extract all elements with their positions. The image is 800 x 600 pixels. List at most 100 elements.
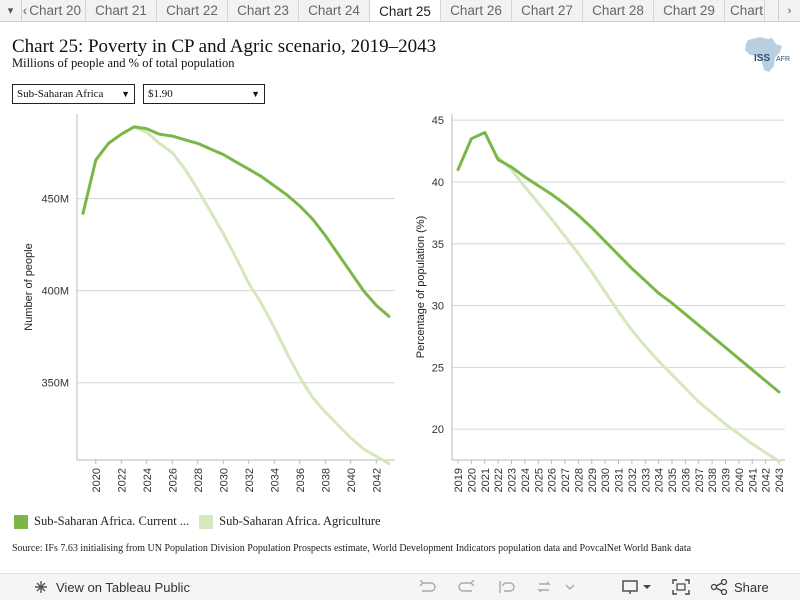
svg-text:AFR: AFR bbox=[776, 56, 790, 63]
tab-chart-20[interactable]: ‹ Chart 20 bbox=[22, 0, 86, 21]
download-button[interactable] bbox=[622, 579, 652, 595]
tab-chart-27[interactable]: Chart 27 bbox=[512, 0, 583, 21]
tab-chart-22[interactable]: Chart 22 bbox=[157, 0, 228, 21]
tab-chart-25[interactable]: Chart 25 bbox=[370, 0, 441, 21]
view-on-tableau-label: View on Tableau Public bbox=[56, 579, 190, 595]
tab-list: ‹ Chart 20 Chart 21 Chart 22 Chart 23 Chart … bbox=[22, 0, 778, 21]
y-tick-label: 45 bbox=[432, 115, 444, 127]
tab-label: Chart 29 bbox=[663, 3, 715, 18]
series-line-current bbox=[81, 125, 391, 318]
threshold-filter-select[interactable]: $1.90 ▼ bbox=[143, 84, 265, 104]
x-tick-label: 2023 bbox=[507, 468, 519, 492]
tableau-toolbar: View on Tableau Public Share bbox=[0, 573, 800, 600]
x-tick-label: 2026 bbox=[167, 468, 179, 492]
legend-label-agriculture: Sub-Saharan Africa. Agriculture bbox=[219, 514, 381, 528]
svg-text:ISS: ISS bbox=[754, 53, 770, 64]
tab-scroll-right[interactable]: › bbox=[778, 0, 800, 21]
x-tick-label: 2022 bbox=[116, 468, 128, 492]
x-tick-label: 2021 bbox=[480, 468, 492, 492]
fullscreen-button[interactable] bbox=[672, 579, 690, 595]
tab-chart-30[interactable]: Chart 30 bbox=[725, 0, 765, 21]
y-axis-label: Percentage of population (%) bbox=[415, 216, 427, 358]
y-tick-label: 30 bbox=[432, 301, 444, 313]
tab-label: Chart 30 bbox=[730, 3, 764, 18]
x-tick-label: 2034 bbox=[269, 468, 281, 492]
tab-label: Chart 28 bbox=[592, 3, 644, 18]
region-filter-select[interactable]: Sub-Saharan Africa ▼ bbox=[12, 84, 135, 104]
x-tick-label: 2033 bbox=[640, 468, 652, 492]
dropdown-caret-icon: ▼ bbox=[251, 89, 260, 99]
tab-chart-28[interactable]: Chart 28 bbox=[583, 0, 654, 21]
redo-icon bbox=[458, 580, 475, 592]
x-tick-label: 2042 bbox=[761, 468, 773, 492]
x-tick-label: 2035 bbox=[667, 468, 679, 492]
source-note: Source: IFs 7.63 initialising from UN Po… bbox=[12, 543, 692, 554]
y-tick-label: 25 bbox=[432, 362, 444, 374]
tab-label: Chart 26 bbox=[450, 3, 502, 18]
legend-item-current[interactable]: Sub-Saharan Africa. Current ... bbox=[14, 514, 189, 529]
tableau-icon bbox=[35, 581, 47, 593]
threshold-filter-value: $1.90 bbox=[148, 88, 173, 100]
redo-button[interactable] bbox=[458, 580, 476, 594]
view-on-tableau-link[interactable]: View on Tableau Public bbox=[34, 580, 190, 595]
tab-chart-29[interactable]: Chart 29 bbox=[654, 0, 725, 21]
legend-swatch-agriculture bbox=[199, 514, 214, 529]
tab-chart-24[interactable]: Chart 24 bbox=[299, 0, 370, 21]
x-tick-label: 2019 bbox=[453, 468, 465, 492]
x-tick-label: 2030 bbox=[600, 468, 612, 492]
x-tick-label: 2020 bbox=[91, 468, 103, 492]
chevron-left-icon[interactable]: ‹ bbox=[22, 3, 28, 18]
x-tick-label: 2028 bbox=[193, 468, 205, 492]
legend-swatch-current bbox=[14, 514, 28, 529]
x-tick-label: 2037 bbox=[694, 468, 706, 492]
y-tick-label: 20 bbox=[432, 424, 444, 436]
refresh-button[interactable] bbox=[536, 580, 576, 594]
region-filter-value: Sub-Saharan Africa bbox=[17, 88, 104, 100]
legend-label-current: Sub-Saharan Africa. Current ... bbox=[34, 514, 190, 528]
x-tick-label: 2030 bbox=[218, 468, 230, 492]
x-tick-label: 2025 bbox=[533, 468, 545, 492]
tab-label: Chart 25 bbox=[379, 3, 431, 19]
x-tick-label: 2020 bbox=[466, 468, 478, 492]
tab-label: Chart 24 bbox=[308, 3, 360, 18]
refresh-icon bbox=[537, 581, 575, 593]
fullscreen-icon bbox=[672, 579, 690, 595]
x-tick-label: 2042 bbox=[371, 468, 383, 492]
sheet-tab-bar: ▾ ‹ Chart 20 Chart 21 Chart 22 Chart 23 Char… bbox=[0, 0, 800, 22]
x-tick-label: 2034 bbox=[654, 468, 666, 492]
iss-africa-logo: ISS AFR bbox=[745, 37, 790, 72]
tab-label: Chart 20 bbox=[29, 3, 81, 18]
tab-menu-dropdown[interactable]: ▾ bbox=[0, 0, 22, 21]
x-tick-label: 2040 bbox=[346, 468, 358, 492]
tab-chart-26[interactable]: Chart 26 bbox=[441, 0, 512, 21]
tab-label: Chart 27 bbox=[521, 3, 573, 18]
tab-chart-21[interactable]: Chart 21 bbox=[86, 0, 157, 21]
x-tick-label: 2032 bbox=[627, 468, 639, 492]
share-button[interactable]: Share bbox=[710, 579, 769, 595]
chevron-right-icon: › bbox=[787, 4, 792, 17]
x-tick-label: 2036 bbox=[295, 468, 307, 492]
x-tick-label: 2022 bbox=[493, 468, 505, 492]
x-tick-label: 2043 bbox=[774, 468, 786, 492]
y-tick-label: 350M bbox=[41, 378, 69, 390]
series-line-current bbox=[456, 131, 781, 394]
x-tick-label: 2038 bbox=[320, 468, 332, 492]
x-tick-label: 2028 bbox=[573, 468, 585, 492]
share-icon bbox=[710, 579, 728, 595]
x-tick-label: 2038 bbox=[707, 468, 719, 492]
chart-title: Chart 25: Poverty in CP and Agric scenar… bbox=[12, 36, 437, 57]
x-tick-label: 2032 bbox=[244, 468, 256, 492]
undo-button[interactable] bbox=[418, 580, 436, 594]
x-tick-label: 2041 bbox=[747, 468, 759, 492]
revert-icon bbox=[499, 581, 515, 593]
x-tick-label: 2036 bbox=[680, 468, 692, 492]
download-icon bbox=[622, 580, 651, 594]
x-tick-label: 2027 bbox=[560, 468, 572, 492]
y-axis-label: Number of people bbox=[23, 243, 35, 330]
y-tick-label: 40 bbox=[432, 177, 444, 189]
legend-item-agriculture[interactable]: Sub-Saharan Africa. Agriculture bbox=[199, 514, 381, 529]
x-tick-label: 2024 bbox=[142, 468, 154, 492]
tab-chart-23[interactable]: Chart 23 bbox=[228, 0, 299, 21]
revert-button[interactable] bbox=[498, 580, 516, 594]
x-tick-label: 2039 bbox=[721, 468, 733, 492]
